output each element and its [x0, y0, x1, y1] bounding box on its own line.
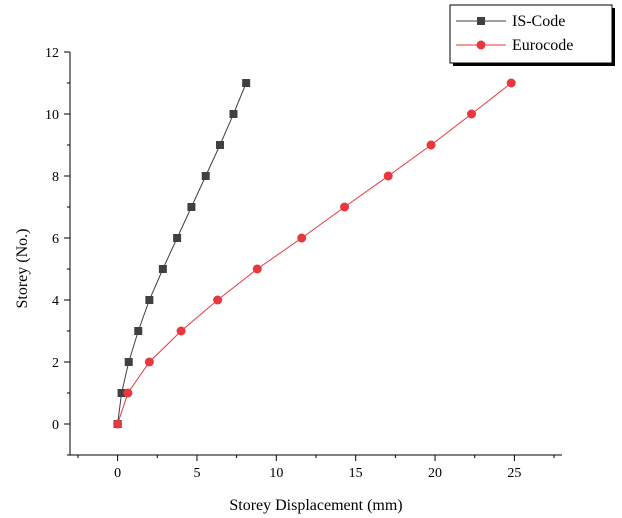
- data-point-eurocode: [467, 109, 477, 119]
- data-point-eurocode: [113, 419, 123, 429]
- y-axis-title: Storey (No.): [14, 229, 31, 309]
- data-point-is-code: [173, 234, 182, 242]
- x-tick-label: 10: [269, 466, 283, 481]
- data-point-eurocode: [252, 264, 262, 274]
- axes: 0 5 10 15 20 25 0 2 4 6 8 10 12: [45, 46, 562, 481]
- data-point-is-code: [187, 203, 196, 211]
- y-tick-label: 0: [52, 418, 59, 433]
- data-point-is-code: [134, 327, 143, 335]
- data-point-is-code: [201, 172, 210, 180]
- y-tick-label: 6: [52, 232, 59, 247]
- data-point-eurocode: [176, 326, 186, 336]
- y-tick-label: 4: [52, 294, 59, 309]
- data-point-eurocode: [506, 78, 516, 88]
- data-point-eurocode: [144, 357, 154, 367]
- data-point-eurocode: [426, 140, 436, 150]
- y-tick-label: 10: [45, 108, 59, 123]
- legend-label-eurocode: Eurocode: [512, 37, 573, 54]
- legend-marker-is-code: [477, 17, 485, 25]
- data-point-eurocode: [383, 171, 393, 181]
- data-point-eurocode: [213, 295, 223, 305]
- data-point-is-code: [215, 141, 224, 149]
- data-point-eurocode: [123, 388, 133, 398]
- legend-label-is-code: IS-Code: [512, 13, 565, 30]
- x-tick-label: 5: [193, 466, 200, 481]
- data-point-is-code: [229, 110, 238, 118]
- data-point-is-code: [242, 79, 251, 87]
- data-point-is-code: [158, 265, 167, 273]
- x-axis-title: Storey Displacement (mm): [229, 497, 402, 514]
- y-tick-label: 12: [45, 46, 59, 61]
- data-point-is-code: [145, 296, 154, 304]
- y-tick-label: 8: [52, 170, 59, 185]
- legend: IS-Code Eurocode: [449, 4, 615, 66]
- series-layer: [113, 78, 516, 429]
- x-tick-label: 25: [507, 466, 521, 481]
- y-tick-label: 2: [52, 356, 59, 371]
- series-eurocode: [113, 78, 516, 429]
- data-point-is-code: [117, 389, 126, 397]
- data-point-eurocode: [340, 202, 350, 212]
- legend-box: [449, 4, 613, 64]
- legend-marker-eurocode: [476, 40, 486, 50]
- data-point-is-code: [124, 358, 133, 366]
- data-point-eurocode: [297, 233, 307, 243]
- x-tick-label: 20: [428, 466, 442, 481]
- series-line-eurocode: [117, 82, 512, 425]
- x-tick-label: 15: [349, 466, 363, 481]
- x-tick-label: 0: [114, 466, 121, 481]
- series-is-code: [113, 79, 251, 428]
- series-line-is-code: [117, 82, 247, 425]
